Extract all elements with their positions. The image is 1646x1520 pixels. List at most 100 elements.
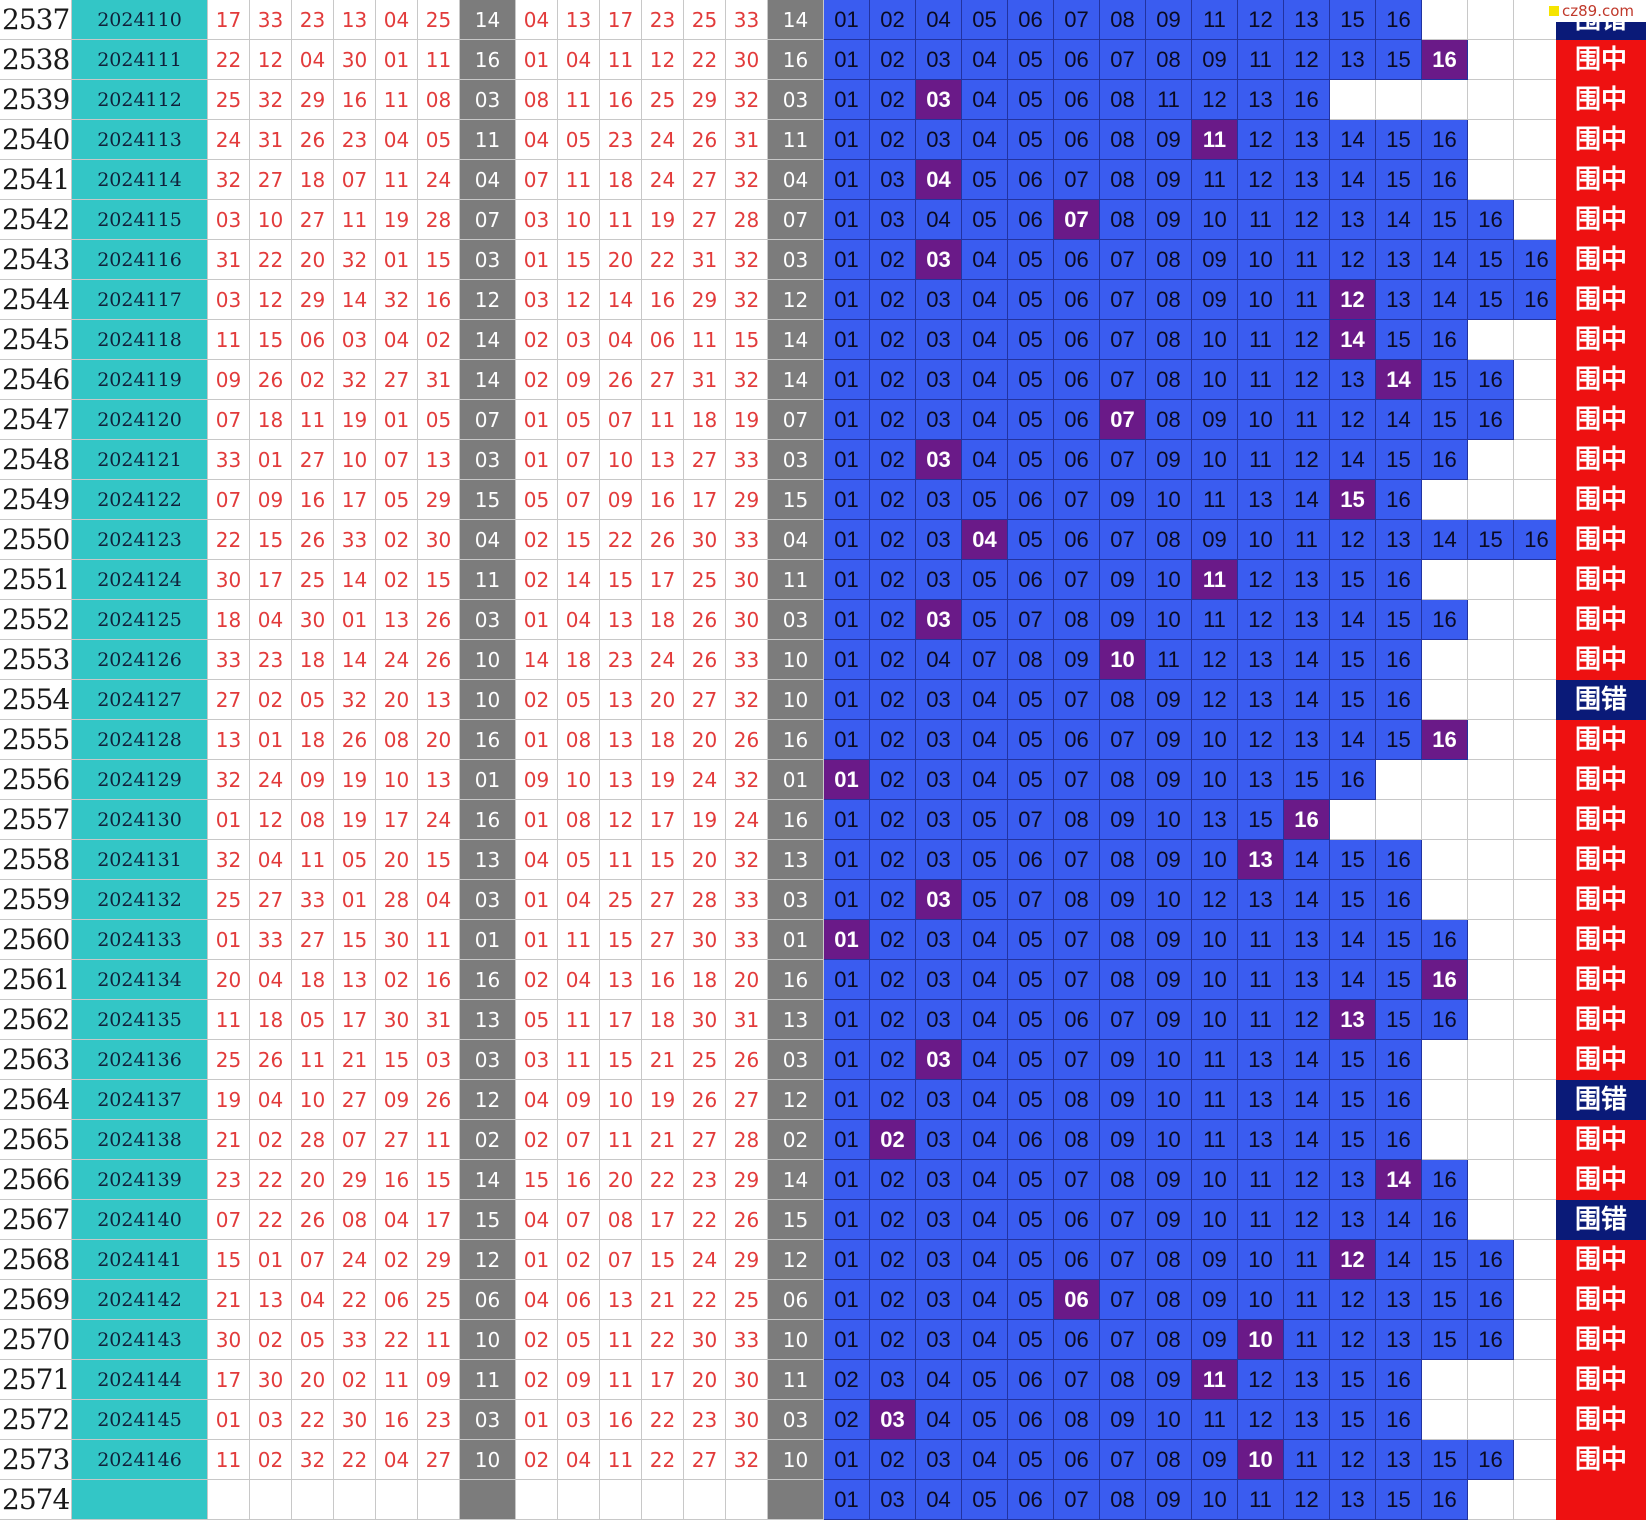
pool-number: 15 <box>1376 120 1422 160</box>
special-number: 04 <box>460 160 516 200</box>
pool-number: 06 <box>1054 80 1100 120</box>
result-badge: 围中 <box>1556 520 1646 560</box>
empty-cell <box>1468 640 1514 680</box>
pool-number: 12 <box>1192 640 1238 680</box>
special-number-repeat: 03 <box>768 80 824 120</box>
special-number <box>460 1480 516 1520</box>
pool-number: 16 <box>1468 1320 1514 1360</box>
pool-number: 07 <box>1054 0 1100 40</box>
pool-number: 15 <box>1330 640 1376 680</box>
pool-number: 09 <box>1192 1280 1238 1320</box>
draw-number: 15 <box>250 520 292 560</box>
draw-number: 29 <box>418 1240 460 1280</box>
table-row: 2569 2024142 21 13 04 22 06 25 06 04 06 13 21 22 25 06 0… <box>0 1280 1646 1320</box>
sorted-number: 23 <box>684 1160 726 1200</box>
pool-number: 15 <box>1422 1440 1468 1480</box>
pool-number: 03 <box>870 1360 916 1400</box>
pool-number: 11 <box>1238 1000 1284 1040</box>
period-number: 2024136 <box>72 1040 208 1080</box>
pool-number: 03 <box>916 120 962 160</box>
pool-number: 09 <box>1100 1120 1146 1160</box>
sorted-number: 11 <box>558 80 600 120</box>
pool-number: 06 <box>1054 1440 1100 1480</box>
sorted-number: 20 <box>684 1360 726 1400</box>
table-row: 2565 2024138 21 02 28 07 27 11 02 02 07 11 21 27 28 02 0… <box>0 1120 1646 1160</box>
pool-number: 03 <box>916 280 962 320</box>
sorted-number: 08 <box>516 80 558 120</box>
sorted-number: 07 <box>558 440 600 480</box>
draw-number: 21 <box>208 1120 250 1160</box>
pool-number: 08 <box>1054 1080 1100 1120</box>
issue-index: 2537 <box>0 0 72 40</box>
pool-number: 01 <box>824 120 870 160</box>
draw-number: 02 <box>250 1120 292 1160</box>
sorted-number: 25 <box>684 560 726 600</box>
empty-cell <box>1468 440 1514 480</box>
draw-number: 04 <box>376 1200 418 1240</box>
pool-number: 07 <box>1100 1280 1146 1320</box>
draw-number: 22 <box>250 1200 292 1240</box>
special-number: 03 <box>460 600 516 640</box>
draw-number: 02 <box>292 360 334 400</box>
sorted-number: 05 <box>558 680 600 720</box>
pool-number: 13 <box>1330 1160 1376 1200</box>
sorted-number: 25 <box>684 0 726 40</box>
special-number: 02 <box>460 1120 516 1160</box>
draw-number: 26 <box>334 720 376 760</box>
issue-index: 2573 <box>0 1440 72 1480</box>
pool-number: 16 <box>1422 1480 1468 1520</box>
result-badge: 围中 <box>1556 920 1646 960</box>
pool-number: 04 <box>962 1000 1008 1040</box>
result-badge: 围中 <box>1556 1240 1646 1280</box>
draw-number: 01 <box>334 600 376 640</box>
draw-number: 23 <box>208 1160 250 1200</box>
pool-number: 04 <box>962 760 1008 800</box>
draw-number: 11 <box>208 320 250 360</box>
draw-number: 02 <box>376 560 418 600</box>
period-number: 2024115 <box>72 200 208 240</box>
empty-cell <box>1514 40 1560 80</box>
sorted-number: 11 <box>600 1360 642 1400</box>
result-badge: 围中 <box>1556 1120 1646 1160</box>
empty-cell <box>1422 680 1468 720</box>
pool-number: 13 <box>1376 1280 1422 1320</box>
sorted-number: 19 <box>726 400 768 440</box>
sorted-number: 22 <box>642 1320 684 1360</box>
pool-number: 05 <box>962 480 1008 520</box>
result-badge: 围错 <box>1556 1080 1646 1120</box>
sorted-number: 09 <box>600 480 642 520</box>
pool-number: 04 <box>916 640 962 680</box>
pool-number: 03 <box>916 480 962 520</box>
pool-number: 11 <box>1146 80 1192 120</box>
empty-cell <box>1514 840 1560 880</box>
pool-number: 07 <box>1008 800 1054 840</box>
pool-number: 07 <box>1100 40 1146 80</box>
table-row: 2544 2024117 03 12 29 14 32 16 12 03 12 14 16 29 32 12 0… <box>0 280 1646 320</box>
draw-number: 32 <box>250 80 292 120</box>
sorted-number: 33 <box>726 520 768 560</box>
pool-number: 09 <box>1100 1040 1146 1080</box>
pool-number-hit: 04 <box>962 520 1008 560</box>
result-badge: 围中 <box>1556 440 1646 480</box>
pool-number: 05 <box>962 160 1008 200</box>
empty-cell <box>1468 560 1514 600</box>
sorted-number: 26 <box>684 120 726 160</box>
pool-number: 01 <box>824 440 870 480</box>
pool-number: 06 <box>1008 1400 1054 1440</box>
pool-number: 08 <box>1100 1160 1146 1200</box>
table-row: 2573 2024146 11 02 32 22 04 27 10 02 04 11 22 27 32 10 0… <box>0 1440 1646 1480</box>
draw-number <box>418 1480 460 1520</box>
pool-number: 09 <box>1100 1080 1146 1120</box>
pool-number: 06 <box>1008 1120 1054 1160</box>
pool-number-hit: 01 <box>824 920 870 960</box>
result-badge: 围中 <box>1556 720 1646 760</box>
draw-number: 07 <box>208 1200 250 1240</box>
special-number: 01 <box>460 760 516 800</box>
pool-number: 14 <box>1330 160 1376 200</box>
draw-number: 15 <box>418 560 460 600</box>
pool-number-hit: 04 <box>916 160 962 200</box>
period-number: 2024119 <box>72 360 208 400</box>
pool-number: 01 <box>824 400 870 440</box>
pool-number-hit: 14 <box>1376 360 1422 400</box>
pool-number: 16 <box>1468 1280 1514 1320</box>
